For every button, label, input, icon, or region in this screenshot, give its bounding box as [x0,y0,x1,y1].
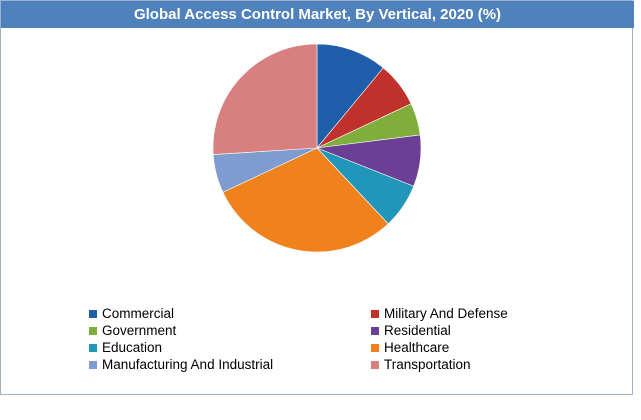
legend-swatch [371,344,379,352]
legend-label: Education [102,340,163,355]
legend-item-education: Education [89,339,162,356]
legend-label: Military And Defense [384,306,508,321]
legend-item-transportation: Transportation [371,356,471,373]
legend-swatch [371,327,379,335]
legend-swatch [89,344,97,352]
legend-swatch [89,310,97,318]
legend-label: Manufacturing And Industrial [102,357,274,372]
pie-slice-healthcare [222,147,389,253]
legend-item-commercial: Commercial [89,305,174,322]
legend-swatch [89,327,97,335]
chart-title: Global Access Control Market, By Vertica… [1,1,634,28]
legend-item-government: Government [89,322,176,339]
legend-label: Commercial [102,306,175,321]
plot-area: Commercial Military And Defense Government… [1,28,634,396]
pie-slice-transportation [212,43,318,155]
pie-chart [212,43,422,253]
pie-slice-commercial [316,43,384,149]
legend-label: Government [102,323,177,338]
legend-swatch [371,361,379,369]
legend-item-manufacturing-and-industrial: Manufacturing And Industrial [89,356,273,373]
chart-frame: Global Access Control Market, By Vertica… [0,0,634,396]
legend-label: Residential [384,323,451,338]
legend-label: Transportation [384,357,471,372]
legend-label: Healthcare [384,340,450,355]
legend-item-healthcare: Healthcare [371,339,449,356]
legend-swatch [89,361,97,369]
legend-swatch [371,310,379,318]
legend-item-military-and-defense: Military And Defense [371,305,508,322]
legend-item-residential: Residential [371,322,451,339]
legend: Commercial Military And Defense Government… [89,305,549,385]
